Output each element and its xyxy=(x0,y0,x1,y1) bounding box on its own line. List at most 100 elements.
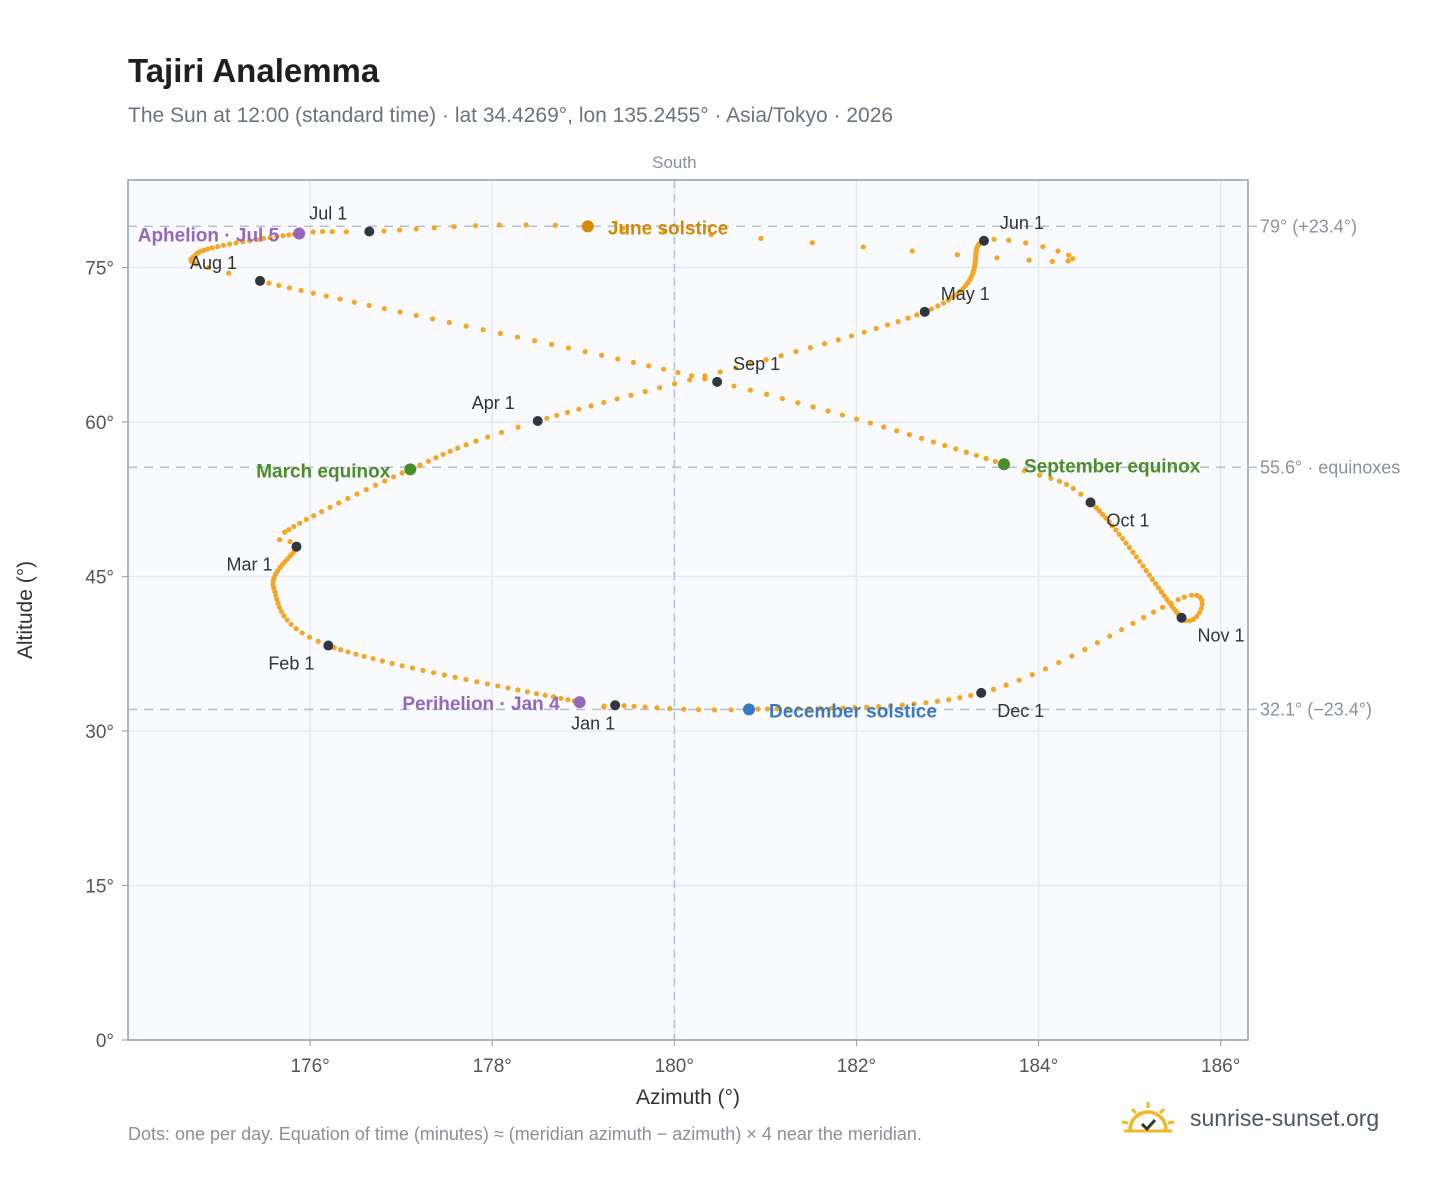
analemma-day-dot xyxy=(817,705,823,711)
analemma-day-dot xyxy=(390,474,397,480)
analemma-day-dot xyxy=(918,435,925,441)
analemma-day-dot xyxy=(793,349,799,355)
analemma-day-dot xyxy=(288,621,294,627)
analemma-day-dot xyxy=(1082,646,1088,652)
analemma-day-dot xyxy=(370,656,376,662)
analemma-day-dot xyxy=(1155,585,1162,591)
analemma-day-dot xyxy=(950,294,956,300)
month-label: Feb 1 xyxy=(268,654,314,674)
event-marker xyxy=(293,227,306,240)
x-axis-ticks: 176° 178° 180° 182° 184° 186° xyxy=(290,1040,1240,1077)
analemma-day-dot xyxy=(533,691,540,697)
analemma-day-dot xyxy=(764,706,771,712)
x-tick-label: 180° xyxy=(655,1056,694,1077)
analemma-day-dot xyxy=(860,244,866,250)
analemma-day-dot xyxy=(992,458,998,465)
analemma-day-dot xyxy=(1036,472,1043,478)
analemma-day-dot xyxy=(973,452,980,459)
brand[interactable]: sunrise-sunset.org xyxy=(1120,1100,1379,1136)
analemma-day-dot xyxy=(906,432,912,438)
analemma-day-dot xyxy=(361,653,367,660)
event-label: Perihelion · Jan 4 xyxy=(402,694,560,715)
analemma-day-dot xyxy=(417,462,423,468)
analemma-day-dot xyxy=(274,233,280,240)
event-marker xyxy=(581,220,594,233)
analemma-day-dot xyxy=(657,385,663,391)
analemma-day-dot xyxy=(1029,672,1035,678)
analemma-day-dot xyxy=(1056,478,1063,484)
analemma-day-dot xyxy=(343,229,349,235)
analemma-day-dot xyxy=(1175,597,1181,603)
analemma-day-dot xyxy=(1078,491,1084,497)
analemma-day-dot xyxy=(667,705,673,712)
analemma-day-dot xyxy=(747,387,753,393)
analemma-day-dot xyxy=(1136,558,1143,565)
month-marker xyxy=(255,275,266,286)
analemma-day-dot xyxy=(963,449,969,455)
analemma-day-dot xyxy=(806,705,812,712)
analemma-day-dot xyxy=(274,596,280,602)
analemma-day-dot xyxy=(1106,519,1112,525)
analemma-day-dot xyxy=(379,658,385,664)
analemma-day-dot xyxy=(441,672,447,678)
analemma-day-dot xyxy=(763,391,770,398)
analemma-day-dot xyxy=(1016,677,1022,683)
analemma-day-dot xyxy=(372,482,379,488)
event-label: September equinox xyxy=(1024,456,1201,477)
analemma-day-dot xyxy=(524,689,530,695)
month-marker xyxy=(978,235,989,246)
analemma-day-dot xyxy=(852,704,858,711)
analemma-day-dot xyxy=(642,704,648,710)
analemma-day-dot xyxy=(1100,511,1106,518)
month-marker xyxy=(1176,612,1187,623)
month-label: Sep 1 xyxy=(733,354,780,374)
y-tick-label: 75° xyxy=(85,259,114,280)
analemma-day-dot xyxy=(554,412,560,419)
plot-frame xyxy=(127,179,1249,1041)
analemma-day-dot xyxy=(1149,576,1156,583)
analemma-day-dot xyxy=(399,663,405,669)
analemma-day-dot xyxy=(755,706,761,712)
analemma-day-dot xyxy=(497,330,503,336)
analemma-day-dot xyxy=(310,229,316,235)
analemma-day-dot xyxy=(552,222,558,228)
analemma-day-dot xyxy=(867,420,873,426)
analemma-day-dot xyxy=(853,416,860,422)
analemma-day-dot xyxy=(455,445,461,451)
analemma-day-dot xyxy=(430,670,437,676)
analemma-day-dot xyxy=(515,687,521,693)
analemma-day-dot xyxy=(425,458,432,464)
analemma-day-dot xyxy=(299,630,305,636)
analemma-day-dot xyxy=(298,287,304,294)
x-tick-label: 178° xyxy=(473,1056,512,1077)
brand-name: sunrise-sunset.org xyxy=(1190,1104,1380,1131)
analemma-day-dot xyxy=(1003,682,1009,688)
analemma-day-dot xyxy=(654,705,660,711)
analemma-day-dot xyxy=(275,600,281,606)
analemma-day-dot xyxy=(363,487,369,493)
analemma-day-dot xyxy=(821,341,828,347)
analemma-day-dot xyxy=(954,252,960,258)
analemma-day-dot xyxy=(795,706,801,712)
analemma-day-dot xyxy=(565,345,572,351)
analemma-day-dot xyxy=(1143,567,1149,574)
analemma-day-dot xyxy=(531,338,538,344)
event-marker xyxy=(404,463,417,476)
meridian-label: South xyxy=(652,153,696,172)
analemma-day-dot xyxy=(763,357,769,363)
x-tick-label: 176° xyxy=(290,1056,329,1077)
analemma-day-dot xyxy=(848,333,855,339)
month-marker xyxy=(532,416,543,427)
analemma-day-dot xyxy=(366,302,372,308)
analemma-day-dot xyxy=(381,306,387,312)
analemma-day-dot xyxy=(642,388,648,395)
analemma-day-dot xyxy=(1194,614,1200,620)
analemma-day-dot xyxy=(631,703,637,709)
month-label: Mar 1 xyxy=(226,555,272,575)
analemma-day-dot xyxy=(247,238,253,244)
reference-lines: 79° (+23.4°) 55.6° · equinoxes 32.1° (−23.… xyxy=(128,216,1400,719)
analemma-day-dot xyxy=(1042,666,1049,672)
event-label: June solstice xyxy=(608,218,728,239)
analemma-day-dot xyxy=(193,261,200,267)
analemma-day-dot xyxy=(934,698,940,704)
